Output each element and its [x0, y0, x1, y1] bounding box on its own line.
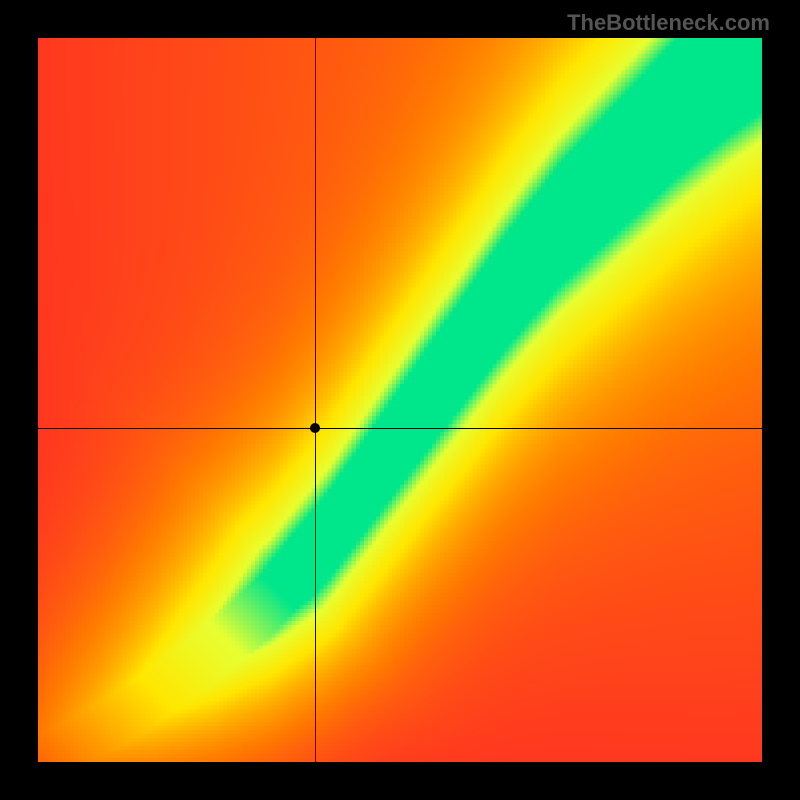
- crosshair-marker: [310, 423, 320, 433]
- heatmap-container: [38, 38, 762, 762]
- watermark-text: TheBottleneck.com: [567, 10, 770, 36]
- bottleneck-heatmap: [38, 38, 762, 762]
- crosshair-vertical: [315, 38, 316, 762]
- crosshair-horizontal: [38, 428, 762, 429]
